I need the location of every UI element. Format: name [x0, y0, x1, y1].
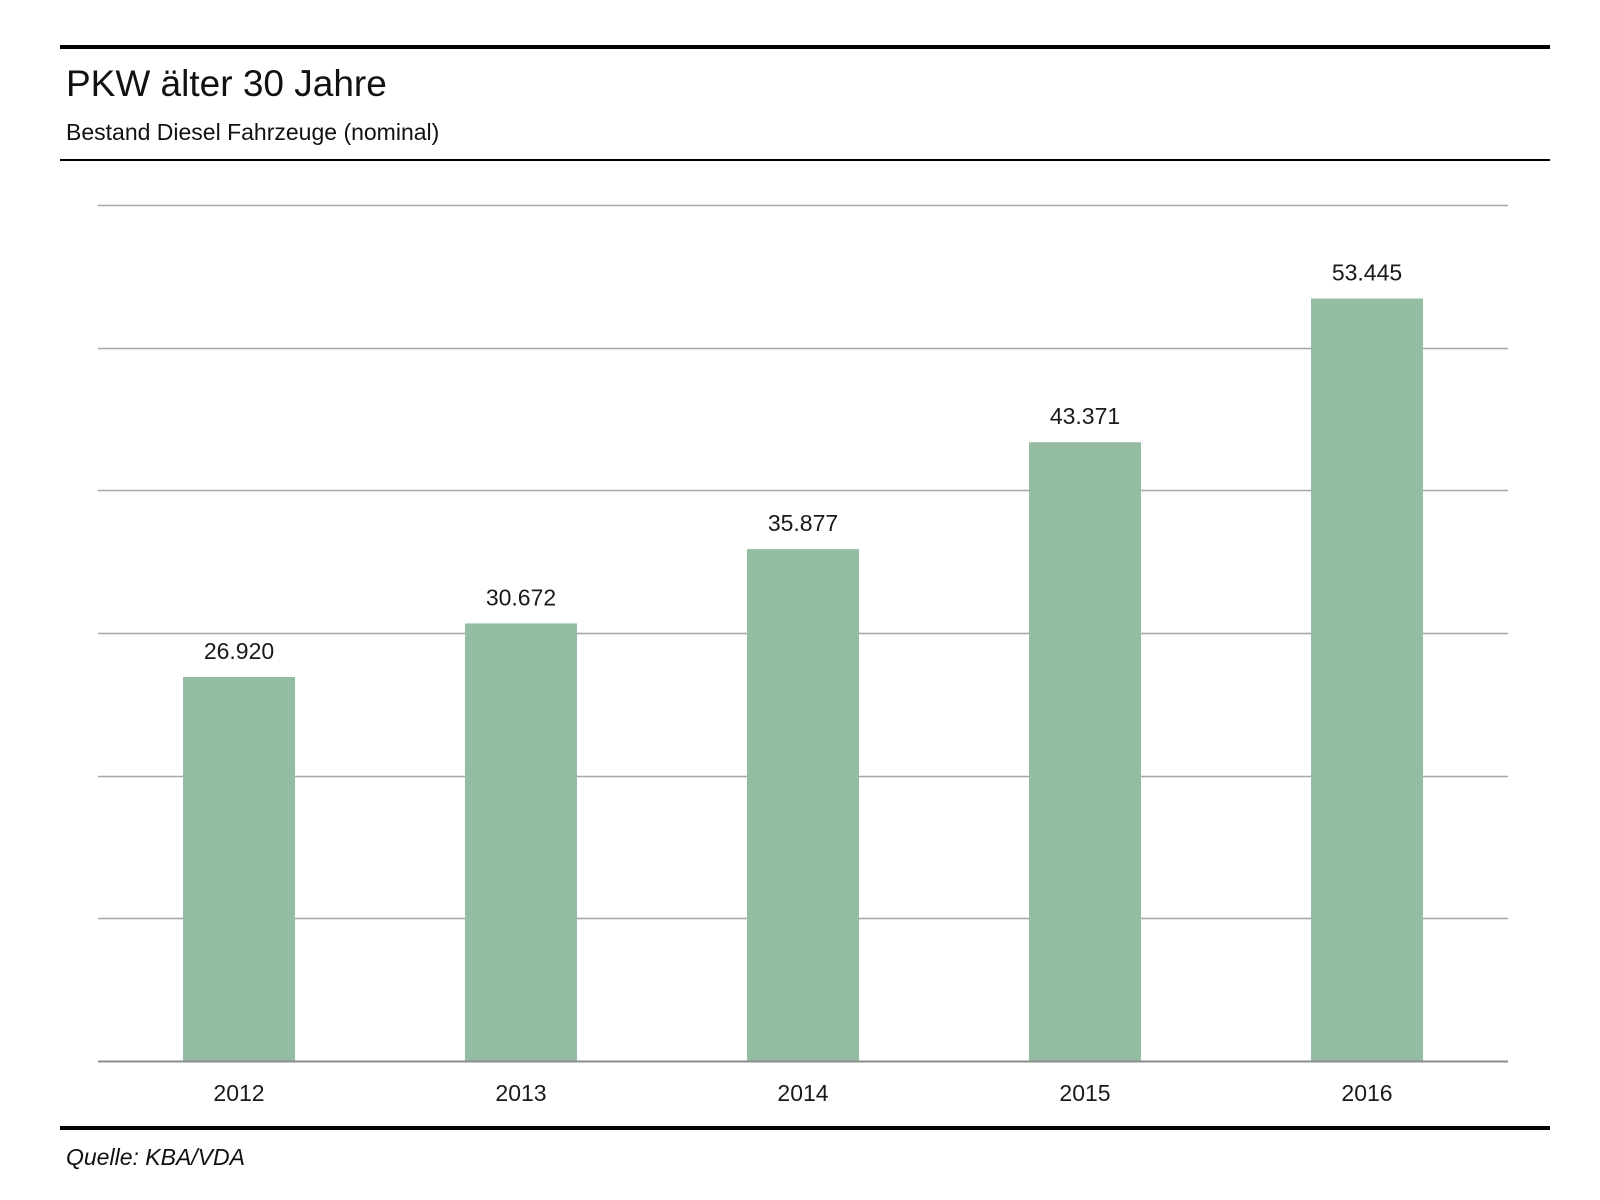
- x-tick-label-2014: 2014: [777, 1080, 828, 1106]
- data-label-2013: 30.672: [486, 584, 556, 610]
- data-label-2014: 35.877: [768, 510, 838, 536]
- chart-subtitle: Bestand Diesel Fahrzeuge (nominal): [66, 119, 440, 145]
- source-note: Quelle: KBA/VDA: [66, 1144, 245, 1170]
- data-label-2015: 43.371: [1050, 403, 1120, 429]
- x-axis: 2012 2013 2014 2015 2016: [98, 1060, 1508, 1106]
- bar-2012: [183, 676, 295, 1061]
- subtitle-rule: [60, 159, 1550, 161]
- data-labels: 26.920 30.672 35.877 43.371 53.445: [204, 260, 1402, 664]
- x-tick-label-2012: 2012: [213, 1080, 264, 1106]
- x-tick-label-2016: 2016: [1341, 1080, 1392, 1106]
- data-label-2016: 53.445: [1332, 260, 1402, 286]
- data-label-2012: 26.920: [204, 638, 274, 664]
- bars: [183, 298, 1423, 1062]
- top-rule: [60, 45, 1550, 49]
- bar-2013: [465, 623, 577, 1061]
- bottom-rule: [60, 1126, 1550, 1130]
- x-tick-label-2013: 2013: [495, 1080, 546, 1106]
- bar-2014: [747, 549, 859, 1061]
- chart-title: PKW älter 30 Jahre: [66, 63, 387, 104]
- bar-2015: [1029, 442, 1141, 1062]
- x-tick-label-2015: 2015: [1059, 1080, 1110, 1106]
- bar-2016: [1311, 298, 1423, 1061]
- gridlines: [98, 204, 1508, 920]
